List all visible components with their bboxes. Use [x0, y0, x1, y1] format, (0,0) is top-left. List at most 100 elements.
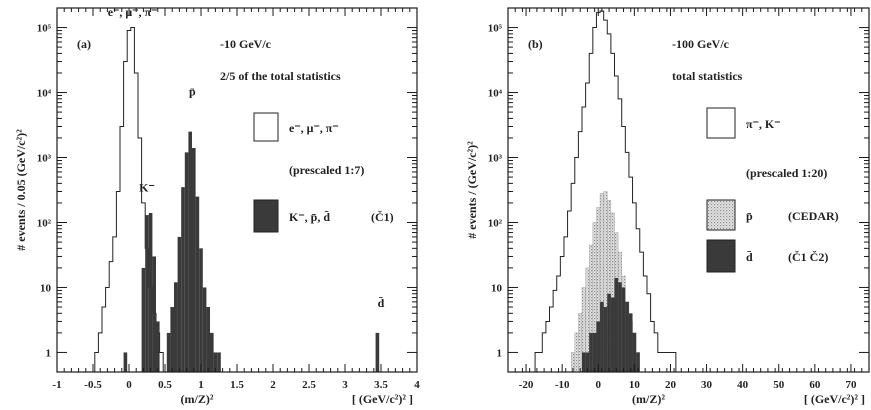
- statistics-note: total statistics: [672, 69, 743, 83]
- y-tick-label: 10²: [488, 217, 503, 229]
- legend-suffix: (Č1 Č2): [788, 250, 828, 264]
- histogram-bar-filled: [610, 297, 615, 372]
- x-tick-label: -1: [52, 379, 61, 391]
- x-tick-label: 60: [809, 379, 821, 391]
- histogram-bar-filled: [632, 332, 637, 372]
- panel-a: -1 -0.5 0 0.5 1 1.5 2 2.5 3 3.5 4 1 10 10² 10³ 10⁴ 10⁵ # …: [14, 5, 420, 406]
- histogram-bar-filled: [192, 148, 196, 372]
- plot-frame: [56, 7, 418, 373]
- x-tick-label: 0: [596, 379, 602, 391]
- x-axis-title: (m/Z)²: [181, 392, 214, 406]
- x-tick-label: 10: [629, 379, 641, 391]
- x-tick-label: 4: [414, 379, 420, 391]
- legend-swatch-open: [253, 112, 279, 142]
- x-axis-unit: [ (GeV/c²)² ]: [804, 392, 865, 406]
- legend-label: K⁻, p̄, d̄: [289, 210, 330, 224]
- histogram-bar-filled: [596, 321, 601, 372]
- legend-suffix: (Č1): [371, 210, 394, 224]
- histogram-bar-filled: [210, 332, 214, 372]
- histogram-bar-filled: [614, 277, 619, 372]
- legend-label: e⁻, μ⁻, π⁻: [289, 121, 339, 135]
- legend-label: π⁻, K⁻: [746, 117, 781, 131]
- panel-label: (b): [528, 37, 543, 51]
- histogram-bar-filled: [177, 236, 182, 372]
- histogram-bar-filled: [592, 332, 597, 372]
- x-tick-label: -20: [519, 379, 534, 391]
- x-tick-label: -10: [555, 379, 570, 391]
- y-tick-label: 10³: [488, 153, 503, 165]
- x-axis-title: (m/Z)²: [632, 392, 665, 406]
- histogram-bar-filled: [145, 215, 149, 372]
- histogram-bar-hatched: [574, 332, 579, 373]
- y-tick-label: 10²: [37, 217, 52, 229]
- x-tick-label: 70: [845, 379, 857, 391]
- x-tick-label: 1.5: [230, 379, 244, 391]
- panel-label: (a): [77, 37, 91, 51]
- x-axis-unit: [ (GeV/c²)² ]: [352, 392, 413, 406]
- histogram-open-outline: [534, 10, 677, 372]
- y-tick-label: 10³: [37, 153, 52, 165]
- histogram-bar-filled: [607, 293, 611, 372]
- histogram-bar-filled: [141, 267, 146, 372]
- histogram-bar-filled: [170, 307, 174, 372]
- peak-label: d̄: [378, 296, 385, 310]
- histogram-bar-filled: [123, 352, 128, 372]
- legend-swatch-filled: [706, 239, 736, 273]
- histogram-bar-filled: [585, 352, 590, 372]
- x-tick-label: 2: [270, 379, 276, 391]
- histogram-bar-filled: [195, 196, 200, 372]
- histogram-bar-filled: [166, 332, 171, 372]
- histogram-bar-filled: [582, 352, 586, 372]
- x-tick-label: 2.5: [302, 379, 316, 391]
- x-tick-label: 40: [737, 379, 749, 391]
- y-axis-title: # events / (GeV/c²)²: [465, 141, 479, 239]
- y-tick-label: 1: [46, 347, 52, 359]
- legend-note: (prescaled 1:20): [746, 166, 827, 180]
- peak-label: e⁻, μ⁻, π⁻: [108, 5, 158, 19]
- histogram-bar-filled: [206, 307, 210, 372]
- x-tick-label: 1: [198, 379, 204, 391]
- histogram-bar-filled: [621, 287, 626, 372]
- histogram-bar-filled: [625, 301, 629, 372]
- histogram-bar-filled: [148, 212, 153, 372]
- x-tick-label: 0: [126, 379, 132, 391]
- histogram-bar-filled: [174, 282, 178, 372]
- legend-note: (prescaled 1:7): [289, 163, 364, 177]
- x-tick-label: 30: [701, 379, 713, 391]
- histogram-bar-filled: [603, 307, 608, 372]
- y-tick-label: 1: [497, 347, 503, 359]
- legend-swatch-hatched: [706, 199, 736, 231]
- x-tick-label: 3.5: [374, 379, 388, 391]
- histogram-bar-filled: [375, 332, 380, 372]
- histogram-bar-filled: [199, 248, 203, 372]
- y-tick-label: 10⁴: [37, 88, 52, 100]
- y-tick-label: 10: [40, 282, 52, 294]
- y-tick-label: 10⁵: [488, 23, 503, 35]
- histogram-bar-filled: [184, 152, 189, 372]
- histogram-bar-filled: [181, 187, 185, 372]
- legend-label: p̄: [746, 209, 753, 223]
- histogram-bar-filled: [217, 352, 221, 372]
- y-axis-title: # events / 0.05 (GeV/c²)²: [14, 129, 28, 251]
- histogram-bar-filled: [636, 352, 640, 372]
- x-tick-label: 50: [773, 379, 785, 391]
- histogram-bar-filled: [188, 131, 192, 372]
- legend-swatch-filled: [253, 199, 279, 233]
- x-tick-label: 20: [665, 379, 677, 391]
- panel-b: -20 -10 0 10 20 30 40 50 60 70 1 10 10² 10³ 10⁴ 10⁵ # ev…: [465, 7, 870, 406]
- legend-label: d̄: [746, 250, 753, 264]
- x-tick-label: 3: [342, 379, 348, 391]
- histogram-bar-filled: [600, 301, 604, 372]
- plot-frame: [507, 7, 870, 373]
- histogram-bar-filled: [202, 287, 207, 372]
- y-tick-label: 10⁵: [37, 23, 52, 35]
- peak-label: K⁻: [139, 180, 155, 194]
- momentum-label: -100 GeV/c: [672, 37, 730, 51]
- x-tick-label: 0.5: [158, 379, 172, 391]
- peak-label: p̄: [189, 85, 196, 99]
- histogram-bar-filled: [156, 321, 160, 372]
- x-tick-label: -0.5: [84, 379, 102, 391]
- histogram-bar-filled: [589, 332, 593, 372]
- histogram-bar-filled: [628, 313, 633, 372]
